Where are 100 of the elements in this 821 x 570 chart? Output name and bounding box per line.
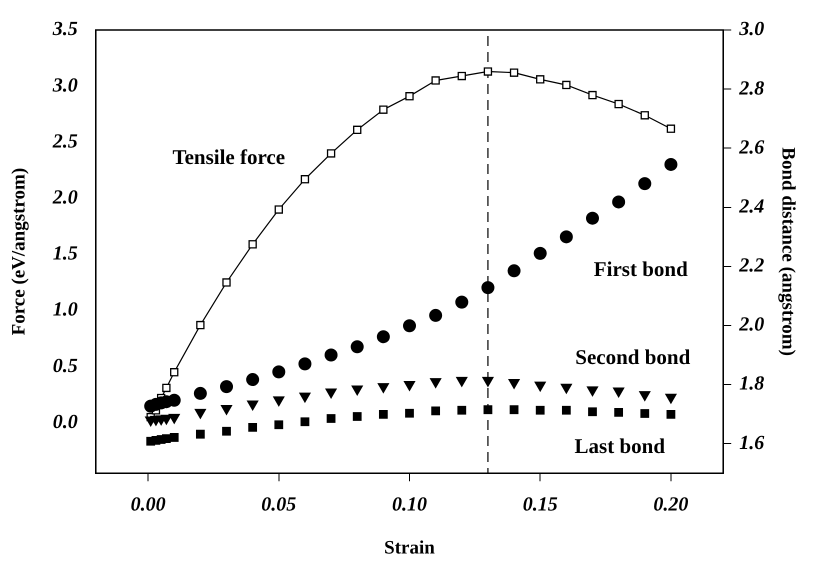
point	[353, 126, 362, 134]
y-tick-label: 1.0	[52, 298, 78, 321]
point	[376, 330, 390, 344]
point	[457, 406, 466, 415]
point	[352, 412, 362, 421]
y2-tick-label: 2.4	[738, 195, 764, 218]
point	[456, 376, 468, 387]
point	[640, 409, 650, 418]
point	[378, 383, 390, 394]
point	[300, 417, 310, 426]
point	[536, 406, 545, 415]
point	[170, 368, 178, 376]
point	[162, 434, 171, 444]
point	[403, 319, 416, 332]
point	[248, 240, 257, 248]
point	[586, 212, 599, 225]
point	[404, 381, 416, 392]
point	[586, 386, 598, 396]
x-tick-label: 0.00	[130, 493, 166, 516]
point	[430, 378, 442, 388]
point	[170, 433, 179, 442]
y-axis-title: Force (eV/angstrom)	[8, 168, 30, 336]
point	[246, 373, 260, 386]
point	[534, 246, 547, 260]
series-label: Last bond	[574, 434, 666, 458]
series-label: First bond	[594, 257, 688, 282]
point	[248, 423, 258, 432]
point	[300, 175, 310, 184]
point	[612, 195, 626, 208]
x-tick-label: 0.20	[653, 493, 688, 516]
point	[482, 376, 494, 387]
point	[614, 100, 623, 108]
x-axis-title: Strain	[384, 538, 436, 559]
point	[638, 177, 652, 190]
point	[162, 384, 171, 392]
point	[665, 394, 677, 404]
y-tick-label: 2.5	[52, 130, 78, 152]
y2-axis-title: Bond distance (angstrom)	[778, 147, 799, 356]
point	[481, 281, 494, 294]
point	[220, 404, 232, 415]
point	[405, 408, 414, 418]
point	[484, 405, 492, 414]
y-tick-label: 3.5	[52, 18, 78, 40]
point	[612, 388, 624, 398]
point	[222, 278, 231, 287]
point	[508, 378, 520, 389]
point	[510, 405, 518, 414]
point	[666, 124, 676, 133]
point	[588, 90, 597, 100]
point	[194, 408, 206, 419]
series-label: Tensile force	[172, 144, 286, 169]
point	[324, 348, 338, 362]
point	[326, 149, 336, 158]
point	[168, 394, 181, 407]
point	[196, 430, 205, 439]
point	[639, 391, 650, 402]
point	[326, 414, 336, 423]
point	[614, 408, 624, 417]
point	[666, 410, 676, 419]
point	[274, 420, 284, 430]
point	[664, 158, 678, 171]
x-tick-label: 0.15	[522, 493, 558, 516]
y2-tick-label: 1.6	[739, 432, 764, 454]
point	[168, 414, 180, 424]
point	[352, 385, 363, 396]
point	[274, 205, 283, 214]
y-tick-label: 1.5	[52, 242, 78, 265]
y2-tick-label: 2.2	[738, 254, 764, 277]
point	[273, 396, 284, 406]
y-tick-label: 0.0	[52, 410, 78, 433]
point	[510, 68, 518, 77]
point	[508, 264, 521, 278]
point	[405, 92, 414, 100]
point	[196, 320, 205, 330]
point	[325, 388, 337, 398]
point	[562, 406, 571, 415]
point	[246, 400, 258, 411]
x-tick-label: 0.10	[392, 493, 427, 516]
point	[272, 365, 286, 378]
y-tick-label: 2.0	[52, 186, 78, 208]
point	[350, 340, 364, 354]
point	[588, 407, 597, 416]
point	[536, 75, 544, 84]
point	[484, 67, 492, 76]
y2-tick-label: 2.8	[738, 77, 764, 100]
point	[455, 296, 468, 309]
y2-tick-label: 2.6	[738, 136, 764, 158]
y-tick-label: 3.0	[52, 74, 78, 96]
point	[560, 384, 572, 394]
point	[560, 230, 573, 244]
point	[298, 357, 312, 370]
point	[429, 308, 442, 322]
point	[378, 410, 388, 419]
point	[640, 111, 649, 120]
point	[431, 406, 440, 416]
point	[534, 382, 546, 392]
point	[220, 380, 234, 394]
point	[379, 105, 388, 114]
point	[194, 386, 207, 400]
x-tick-label: 0.05	[261, 493, 296, 516]
